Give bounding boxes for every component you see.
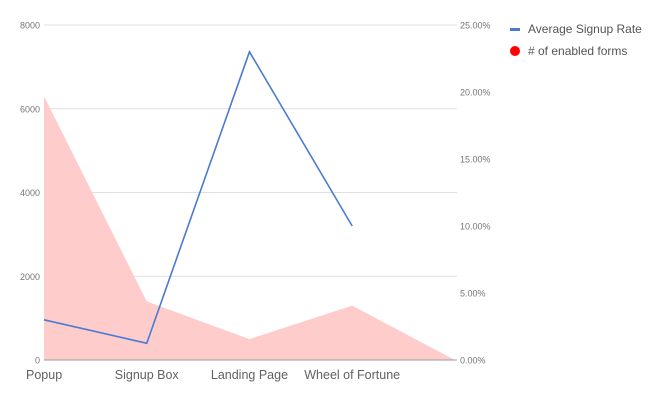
x-axis-category-label: Signup Box bbox=[115, 368, 180, 382]
right-axis-tick-label: 25.00% bbox=[460, 21, 491, 31]
legend-label: # of enabled forms bbox=[528, 44, 628, 58]
legend-label: Average Signup Rate bbox=[528, 22, 642, 36]
right-axis-tick-label: 5.00% bbox=[460, 289, 486, 299]
left-axis-tick-label: 6000 bbox=[20, 104, 40, 114]
left-axis-tick-label: 8000 bbox=[20, 21, 40, 31]
right-axis-tick-label: 15.00% bbox=[460, 155, 491, 165]
legend-item-enabled-forms[interactable]: # of enabled forms bbox=[510, 40, 642, 62]
left-axis-tick-label: 4000 bbox=[20, 188, 40, 198]
x-axis-category-label: Landing Page bbox=[211, 368, 288, 382]
left-axis-tick-label: 0 bbox=[35, 356, 40, 366]
x-axis-category-label: Wheel of Fortune bbox=[304, 368, 400, 382]
line-marker-icon bbox=[510, 27, 520, 31]
legend-item-signup-rate[interactable]: Average Signup Rate bbox=[510, 18, 642, 40]
dot-marker-icon bbox=[510, 46, 520, 56]
area-series-enabled-forms bbox=[44, 96, 455, 360]
right-axis-tick-label: 20.00% bbox=[460, 88, 491, 98]
x-axis-category-label: Popup bbox=[26, 368, 62, 382]
right-axis-tick-label: 10.00% bbox=[460, 222, 491, 232]
legend: Average Signup Rate # of enabled forms bbox=[510, 18, 642, 62]
line-series-signup-rate bbox=[43, 49, 353, 345]
left-axis-tick-label: 2000 bbox=[20, 272, 40, 282]
right-axis-tick-label: 0.00% bbox=[460, 356, 486, 366]
